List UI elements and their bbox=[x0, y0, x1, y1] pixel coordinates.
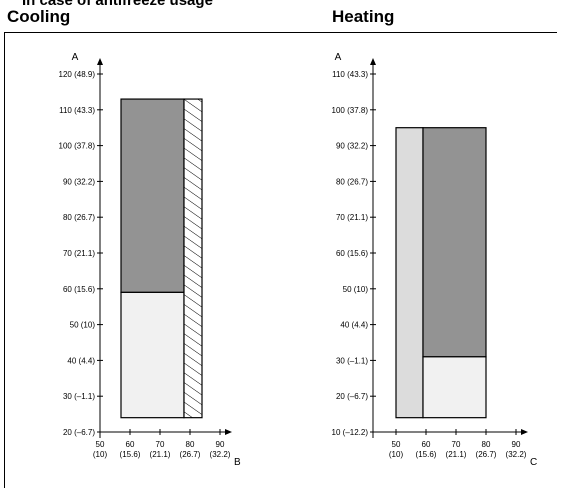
heating-x-tick-label: 90 bbox=[512, 440, 521, 449]
cooling-x-tick-sublabel: (32.2) bbox=[210, 450, 231, 459]
cooling-x-tick-label: 90 bbox=[216, 440, 225, 449]
cooling-x-tick-sublabel: (26.7) bbox=[180, 450, 201, 459]
heating-region-light bbox=[422, 356, 487, 419]
diagram-frame bbox=[4, 32, 557, 488]
heating-y-tick-label: 30 (–1.1) bbox=[336, 356, 368, 365]
cooling-y-tick-label: 50 (10) bbox=[70, 321, 96, 330]
cooling-y-tick-label: 30 (–1.1) bbox=[63, 392, 95, 401]
heating-x-tick-label: 60 bbox=[422, 440, 431, 449]
heating-y-tick-label: 100 (37.8) bbox=[332, 106, 369, 115]
cooling-region-dark bbox=[120, 98, 185, 293]
cooling-x-axis-arrow bbox=[225, 429, 232, 435]
cooling-x-tick-label: 60 bbox=[126, 440, 135, 449]
heating-x-axis-arrow bbox=[521, 429, 528, 435]
heating-x-tick-sublabel: (32.2) bbox=[506, 450, 527, 459]
heating-heading: Heating bbox=[332, 7, 395, 26]
heating-region-light-gray bbox=[395, 127, 424, 419]
cooling-x-tick-label: 50 bbox=[96, 440, 105, 449]
cooling-x-tick-sublabel: (21.1) bbox=[150, 450, 171, 459]
cooling-y-tick-label: 90 (32.2) bbox=[63, 177, 95, 186]
heating-y-tick-label: 90 (32.2) bbox=[336, 142, 368, 151]
heating-y-axis-name: A bbox=[335, 52, 342, 63]
heating-x-tick-label: 50 bbox=[392, 440, 401, 449]
cooling-heading: Cooling bbox=[7, 7, 71, 26]
heating-y-tick-label: 60 (15.6) bbox=[336, 249, 368, 258]
cooling-y-tick-label: 70 (21.1) bbox=[63, 249, 95, 258]
cooling-y-tick-label: 60 (15.6) bbox=[63, 285, 95, 294]
cooling-region-light bbox=[120, 291, 185, 419]
cooling-y-axis-arrow bbox=[97, 58, 103, 65]
heating-x-tick-sublabel: (26.7) bbox=[476, 450, 497, 459]
cooling-y-tick-label: 40 (4.4) bbox=[67, 356, 95, 365]
heating-x-axis-name: C bbox=[530, 457, 537, 468]
heating-y-tick-label: 110 (43.3) bbox=[332, 70, 368, 79]
heating-y-tick-label: 50 (10) bbox=[343, 285, 369, 294]
cooling-y-tick-label: 110 (43.3) bbox=[59, 106, 95, 115]
heating-x-tick-sublabel: (21.1) bbox=[446, 450, 467, 459]
heating-x-tick-sublabel: (10) bbox=[389, 450, 404, 459]
page-top-title: In case of antifreeze usage bbox=[22, 0, 213, 9]
cooling-y-tick-label: 100 (37.8) bbox=[59, 142, 96, 151]
cooling-x-tick-label: 80 bbox=[186, 440, 195, 449]
cooling-x-tick-label: 70 bbox=[156, 440, 165, 449]
cooling-y-axis-name: A bbox=[72, 52, 79, 63]
cooling-region-hatched bbox=[183, 98, 203, 419]
heating-y-axis-arrow bbox=[370, 58, 376, 65]
cooling-x-tick-sublabel: (10) bbox=[93, 450, 108, 459]
cooling-y-tick-label: 20 (–6.7) bbox=[63, 428, 95, 437]
cooling-y-tick-label: 120 (48.9) bbox=[59, 70, 96, 79]
heating-x-tick-label: 70 bbox=[452, 440, 461, 449]
heating-y-tick-label: 70 (21.1) bbox=[336, 213, 368, 222]
cooling-y-tick-label: 80 (26.7) bbox=[63, 213, 95, 222]
cooling-x-axis-name: B bbox=[234, 457, 241, 468]
heating-region-dark bbox=[422, 127, 487, 358]
cooling-x-tick-sublabel: (15.6) bbox=[120, 450, 141, 459]
heating-y-tick-label: 10 (–12.2) bbox=[332, 428, 369, 437]
heating-y-tick-label: 80 (26.7) bbox=[336, 177, 368, 186]
heating-y-tick-label: 40 (4.4) bbox=[340, 321, 368, 330]
heating-y-tick-label: 20 (–6.7) bbox=[336, 392, 368, 401]
heating-x-tick-label: 80 bbox=[482, 440, 491, 449]
heating-x-tick-sublabel: (15.6) bbox=[416, 450, 437, 459]
